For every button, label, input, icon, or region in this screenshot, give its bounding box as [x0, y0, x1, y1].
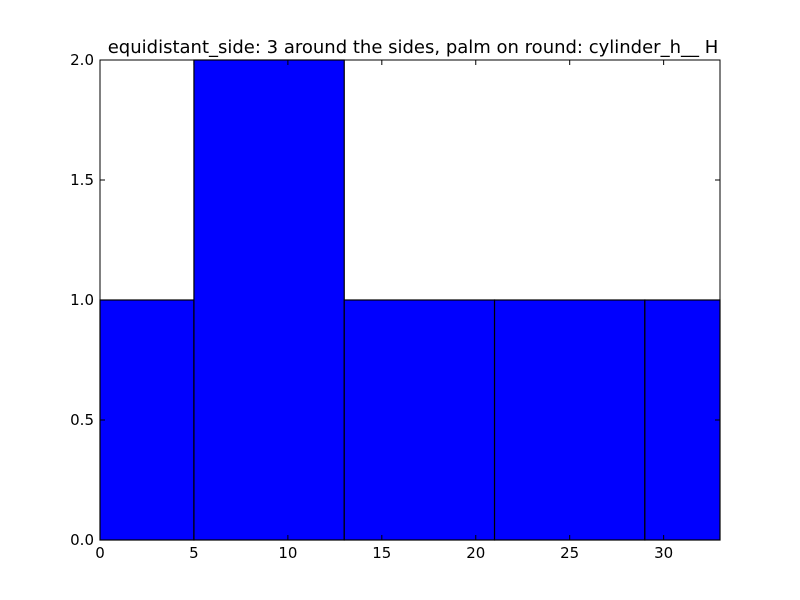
x-tick-label: 0 — [95, 544, 105, 562]
x-tick-label: 30 — [654, 544, 673, 562]
y-axis: 0.0 0.5 1.0 1.5 2.0 — [70, 51, 720, 549]
x-tick-label: 15 — [372, 544, 391, 562]
histogram-bar-1 — [99, 299, 195, 541]
y-tick-label: 2.0 — [70, 51, 94, 69]
y-tick-label: 0.5 — [70, 411, 94, 429]
y-tick-label: 0.0 — [70, 531, 94, 549]
histogram-bar-3 — [343, 299, 496, 541]
histogram-bar-5 — [644, 299, 721, 541]
x-tick-label: 5 — [189, 544, 199, 562]
histogram-bar-2 — [193, 59, 345, 541]
y-tick-label: 1.5 — [70, 171, 94, 189]
bar-group — [99, 59, 721, 541]
x-tick-label: 25 — [560, 544, 579, 562]
chart-title: equidistant_side: 3 around the sides, pa… — [108, 37, 719, 58]
x-tick-label: 10 — [278, 544, 297, 562]
x-tick-label: 20 — [466, 544, 485, 562]
x-axis: 0 5 10 15 20 25 30 — [95, 60, 673, 562]
histogram-bar-4 — [493, 299, 646, 541]
y-tick-label: 1.0 — [70, 291, 94, 309]
